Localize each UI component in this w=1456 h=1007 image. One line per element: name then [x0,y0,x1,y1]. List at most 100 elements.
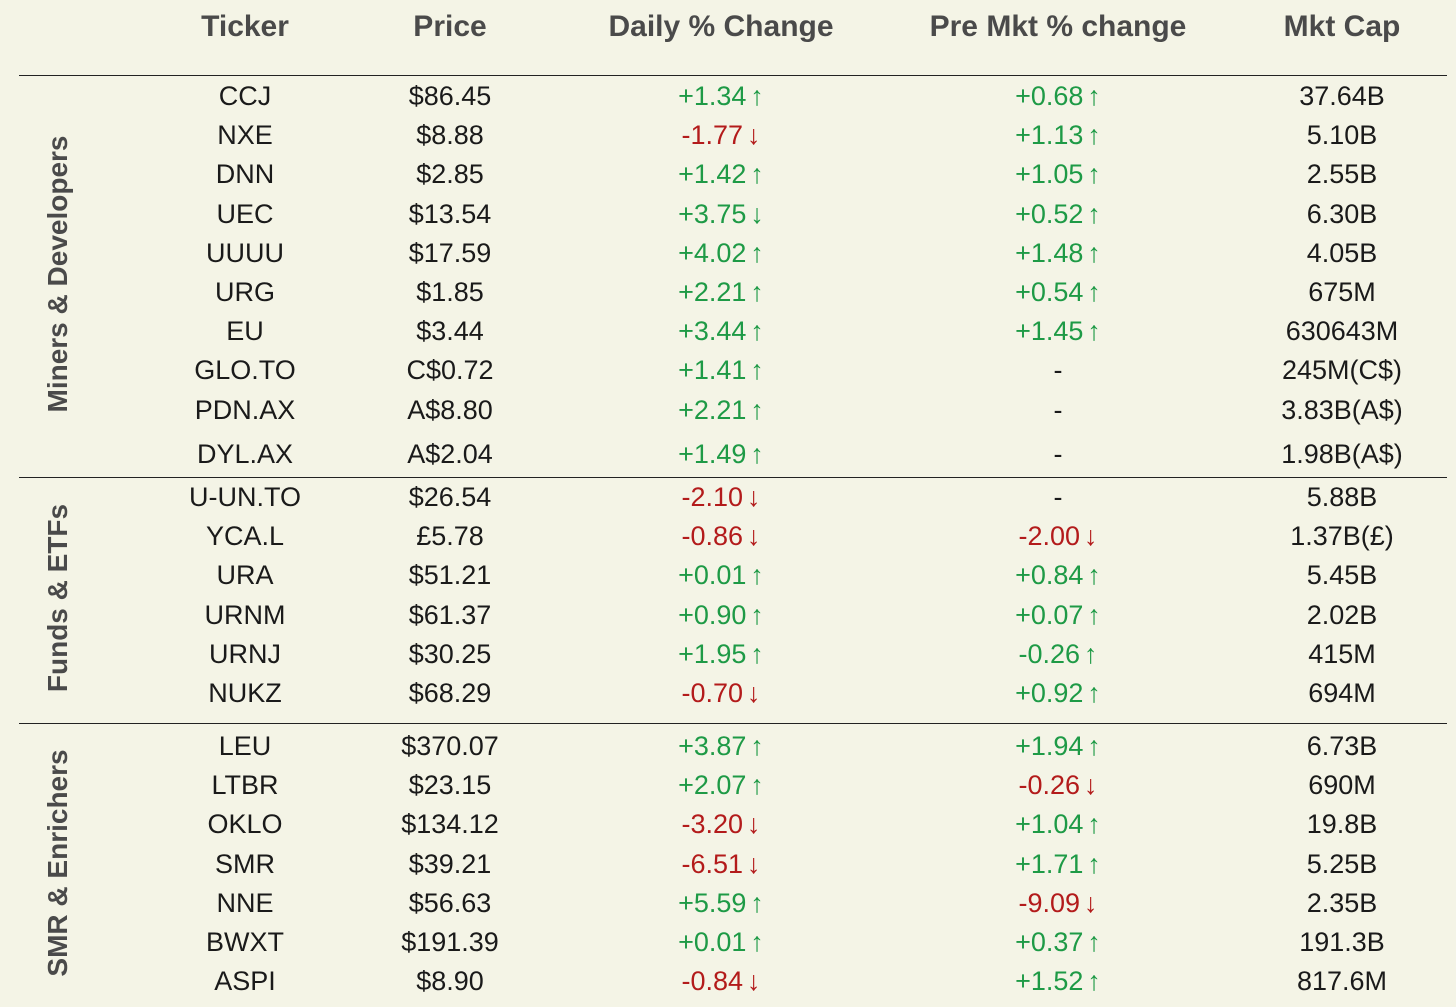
mkt-cap-cell: 3.83B(A$) [1281,395,1403,425]
mkt-cap-cell: 4.05B [1307,238,1378,268]
premkt-change-cell: - [1054,439,1063,469]
premkt-change-cell-value: - [1053,482,1063,512]
price-cell-value: £5.78 [416,521,484,552]
column-header-price: Price [413,10,487,43]
table-row: SMR $39.21 -6.51 ↓ +1.71 ↑ 5.25B [0,845,1456,884]
arrow-up-icon: ↑ [750,159,764,190]
arrow-up-icon: ↑ [1087,678,1101,708]
daily-change-cell: +1.49 ↑ [678,439,764,469]
daily-change-cell: +2.07 ↑ [678,770,764,800]
premkt-change-cell: +0.68 ↑ [1015,81,1101,111]
premkt-change-cell-value: -9.09 [1018,887,1081,918]
table-row: NUKZ $68.29 -0.70 ↓ +0.92 ↑ 694M [0,674,1456,713]
mkt-cap-cell-value: 245M(C$) [1281,355,1403,386]
price-cell: $23.15 [409,770,492,800]
ticker-cell-value: SMR [215,848,275,879]
ticker-cell-value: URNM [204,599,286,630]
arrow-up-icon: ↑ [1087,81,1101,111]
ticker-cell-value: YCA.L [205,521,285,552]
ticker-cell-value: URNJ [209,638,281,669]
daily-change-cell: -0.86 ↓ [681,521,760,551]
daily-change-cell: +3.75 ↓ [678,199,764,229]
mkt-cap-cell-value: 1.98B(A$) [1281,438,1403,469]
ticker-cell-value: ASPI [214,966,276,997]
price-cell-value: $26.54 [408,482,492,512]
mkt-cap-cell: 245M(C$) [1282,355,1402,385]
ticker-cell-value: CCJ [218,81,272,111]
daily-change-cell-value: +3.75 [678,198,747,229]
ticker-cell: NNE [216,888,273,918]
table-row: OKLO $134.12 -3.20 ↓ +1.04 ↑ 19.8B [0,805,1456,844]
mkt-cap-cell-value: 6.73B [1306,731,1378,761]
daily-change-cell: +2.21 ↑ [678,277,764,307]
mkt-cap-cell: 5.88B [1307,482,1378,512]
arrow-down-icon: ↓ [747,120,761,151]
ticker-cell: UUUU [206,238,284,268]
price-cell: $17.59 [409,238,492,268]
daily-change-cell-value: +1.42 [678,159,747,190]
price-cell: $8.88 [416,120,484,150]
ticker-cell: PDN.AX [195,395,296,425]
premkt-change-cell-value: +1.94 [1015,731,1084,761]
ticker-cell: URNM [205,600,286,630]
table-row: URG $1.85 +2.21 ↑ +0.54 ↑ 675M [0,273,1456,312]
price-cell: $1.85 [416,277,484,307]
premkt-change-cell-value: +0.68 [1015,81,1084,111]
arrow-up-icon: ↑ [750,599,764,630]
ticker-cell-value: NNE [216,887,274,918]
daily-change-cell: +1.95 ↑ [678,639,764,669]
arrow-up-icon: ↑ [1084,638,1098,669]
daily-change-cell: +3.87 ↑ [678,731,764,761]
price-cell: $191.39 [401,927,499,957]
price-cell: $2.85 [416,159,484,189]
price-cell: $134.12 [401,809,499,839]
arrow-up-icon: ↑ [1087,316,1101,347]
price-cell: $86.45 [409,81,492,111]
mkt-cap-cell-value: 6.30B [1306,198,1378,229]
daily-change-cell-value: -1.77 [681,120,744,151]
daily-change-cell-value: -2.10 [681,482,744,512]
mkt-cap-cell-value: 2.02B [1306,599,1378,630]
arrow-up-icon: ↑ [750,731,764,761]
price-cell-value: C$0.72 [406,355,494,386]
premkt-change-cell: +1.52 ↑ [1015,966,1101,996]
ticker-cell: URNJ [209,639,281,669]
price-cell-value: $2.85 [416,159,484,190]
mkt-cap-cell-value: 5.10B [1306,120,1378,151]
mkt-cap-cell-value: 675M [1308,277,1376,307]
ticker-cell-value: URA [216,560,274,591]
mkt-cap-cell: 630643M [1286,316,1399,346]
daily-change-cell-value: +1.95 [678,638,747,669]
price-cell: $61.37 [409,600,492,630]
premkt-change-cell-value: +1.45 [1015,316,1084,347]
premkt-change-cell-value: +0.92 [1015,678,1084,708]
arrow-up-icon: ↑ [750,560,764,591]
table-row: DYL.AX A$2.04 +1.49 ↑ - 1.98B(A$) [0,435,1456,474]
arrow-down-icon: ↓ [747,848,761,879]
arrow-up-icon: ↑ [750,770,764,801]
daily-change-cell-value: -3.20 [681,809,744,840]
ticker-cell-value: OKLO [207,809,283,840]
daily-change-cell-value: +1.49 [678,438,747,469]
arrow-up-icon: ↑ [1087,809,1101,840]
price-cell-value: $8.90 [416,966,484,997]
daily-change-cell-value: +1.34 [678,81,747,111]
premkt-change-cell: +1.05 ↑ [1015,159,1101,189]
premkt-change-cell-value: +1.05 [1015,159,1084,190]
ticker-cell-value: EU [226,316,264,347]
table-row: UUUU $17.59 +4.02 ↑ +1.48 ↑ 4.05B [0,234,1456,273]
premkt-change-cell: +0.54 ↑ [1015,277,1101,307]
price-cell: $51.21 [409,560,492,590]
arrow-down-icon: ↓ [750,198,764,229]
arrow-up-icon: ↑ [1087,848,1101,879]
table-row: GLO.TO C$0.72 +1.41 ↑ - 245M(C$) [0,351,1456,390]
daily-change-cell: +0.01 ↑ [678,927,764,957]
daily-change-cell: +3.44 ↑ [678,316,764,346]
ticker-cell-value: DNN [215,159,275,190]
daily-change-cell: +1.34 ↑ [678,81,764,111]
price-cell: A$2.04 [407,439,493,469]
premkt-change-cell: +1.48 ↑ [1015,238,1101,268]
premkt-change-cell-value: - [1053,355,1063,386]
daily-change-cell-value: +2.21 [678,394,747,425]
price-cell-value: $1.85 [416,277,484,307]
